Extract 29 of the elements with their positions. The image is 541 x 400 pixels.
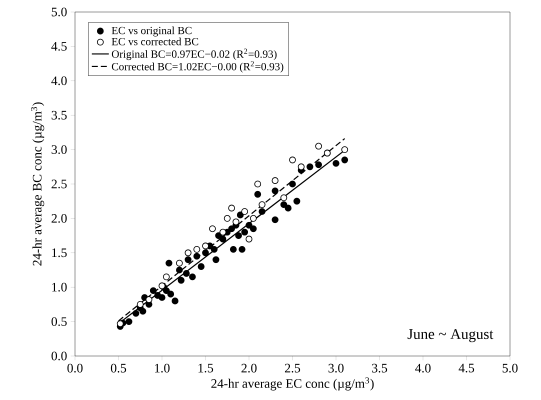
y-tick-label: 0.0 [52,352,67,360]
legend-label: Corrected BC=1.02EC−0.00 (R$^{2}$=0.93) [112,61,284,73]
x-tick-label: 0.5 [110,364,126,373]
x-tick-label: 4.5 [458,364,474,372]
legend-label: EC vs corrected BC [112,38,198,46]
y-tick-label: 0.5 [52,317,67,326]
y-tick-label: 5.0 [52,8,67,16]
legend-label: EC vs original BC [112,26,192,36]
x-tick-label: 2.0 [241,364,257,373]
y-tick-label: 1.5 [52,248,67,258]
x-tick-label: 4.0 [415,364,431,373]
x-tick-label: 1.5 [198,364,214,373]
x-tick-label: 1.0 [155,364,170,373]
legend-label: Original BC=0.97EC−0.02 (R$^{2}$=0.93) [112,48,277,60]
y-tick-label: 4.5 [51,42,67,51]
x-tick-label: 3.0 [328,364,344,373]
y-tick-label: 2.5 [52,180,67,188]
annotation: June ~ August [408,329,494,342]
y-tick-label: 1.0 [52,282,67,292]
x-tick-label: 2.5 [284,364,300,373]
y-tick-label: 3.5 [52,110,67,120]
x-tick-label: 5.0 [502,364,518,373]
y-axis-title: 24-hr average BC conc (µg/m$^{3}$) [31,102,44,266]
y-tick-label: 3.0 [52,145,67,154]
y-tick-label: 2.0 [52,214,67,223]
x-tick-label: 3.5 [372,364,388,373]
x-axis-title: 24-hr average EC conc (µg/m$^{3}$) [211,377,374,391]
x-tick-label: 0.0 [67,364,83,373]
y-tick-label: 4.0 [51,76,67,86]
